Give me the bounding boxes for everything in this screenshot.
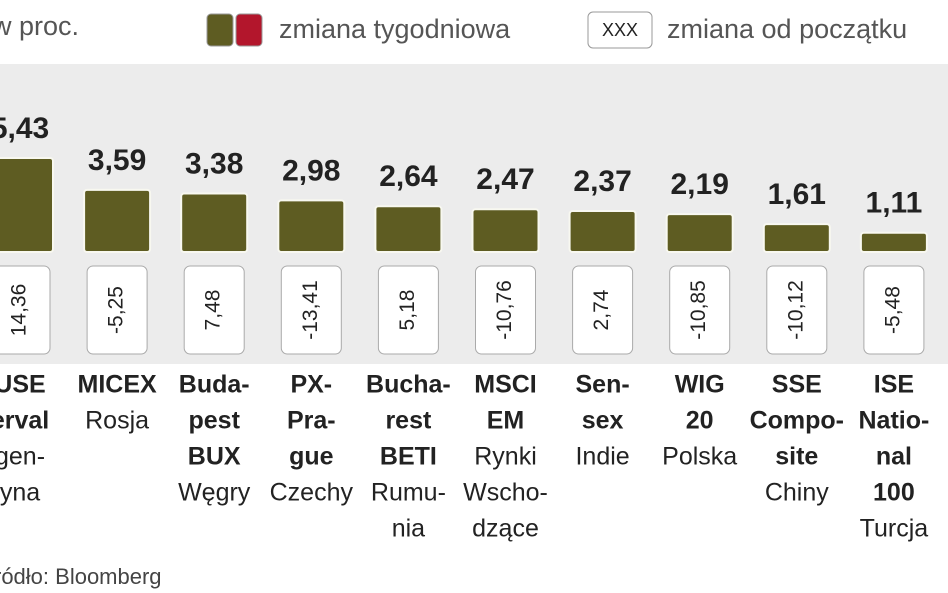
bar: [83, 188, 152, 254]
value-label: 2,19: [671, 168, 729, 201]
category-country: Rumu-: [371, 479, 446, 507]
category-name: Pra-: [287, 407, 336, 435]
ytd-label: 2,74: [590, 289, 613, 330]
category-name: PX-: [290, 371, 332, 399]
bar: [859, 231, 928, 253]
category-country: Rosja: [85, 407, 149, 435]
category-country: nia: [392, 515, 425, 543]
ytd-box: [669, 265, 731, 355]
bar: [0, 157, 54, 253]
category-name: BUX: [188, 443, 241, 471]
bar: [568, 209, 637, 254]
value-label: 3,38: [185, 147, 243, 180]
bar: [277, 199, 346, 253]
category-name: EM: [487, 407, 525, 435]
category-name: site: [775, 443, 818, 471]
category-name: WIG: [675, 371, 725, 399]
category-name: gue: [289, 443, 334, 471]
category-name: Buda-: [179, 371, 250, 399]
ytd-box: [0, 265, 51, 355]
category-country: Indie: [575, 443, 629, 471]
ytd-label: -5,48: [881, 286, 904, 334]
ytd-label: 5,18: [396, 290, 419, 331]
category-name: Natio-: [858, 407, 929, 435]
value-label: 3,59: [88, 144, 146, 177]
category-name: 100: [873, 479, 915, 507]
ytd-box: [86, 265, 148, 355]
category-name: Bucha-: [366, 371, 451, 399]
bar: [471, 208, 540, 254]
category-country: Turcja: [860, 515, 929, 543]
ytd-box: [183, 265, 245, 355]
category-name: MSCI: [474, 371, 537, 399]
category-name: 20: [686, 407, 714, 435]
category-country: Chiny: [765, 479, 829, 507]
category-country: Czechy: [270, 479, 354, 507]
category-country: Węgry: [178, 479, 251, 507]
ytd-label: -13,41: [299, 280, 322, 340]
value-label: 2,98: [282, 154, 340, 187]
category-name: ISE: [874, 371, 914, 399]
ytd-label: -10,12: [784, 280, 807, 340]
ytd-label: -10,85: [687, 280, 710, 340]
value-label: 5,43: [0, 112, 49, 145]
category-name: pest: [188, 407, 240, 435]
category-name: Sen-: [576, 371, 630, 399]
ytd-box: [863, 265, 925, 355]
ytd-box: [280, 265, 342, 355]
bar: [180, 192, 249, 253]
legend-label: zmiana tygodniowa: [279, 14, 511, 44]
value-label: 2,37: [573, 165, 631, 198]
category-country: Rynki: [474, 443, 537, 471]
category-country: yna: [0, 479, 40, 507]
subtitle: w proc.: [0, 11, 79, 41]
value-label: 1,61: [768, 178, 826, 211]
bar: [374, 205, 443, 253]
bar: [762, 223, 831, 253]
ytd-label: 7,48: [202, 290, 225, 331]
source: ródło: Bloomberg: [0, 564, 162, 589]
category-name: nal: [876, 443, 912, 471]
category-name: sex: [582, 407, 624, 435]
category-name: Compo-: [750, 407, 844, 435]
bar: [665, 213, 734, 253]
legend-swatch: [206, 13, 234, 47]
value-label: 1,11: [866, 187, 923, 220]
ytd-box: [475, 265, 536, 355]
ytd-box: [572, 265, 634, 355]
category-name: BETI: [380, 443, 437, 471]
category-country: dzące: [472, 515, 539, 543]
category-country: Polska: [662, 443, 737, 471]
legend-swatch: [235, 13, 263, 47]
category-name: rest: [385, 407, 432, 435]
ytd-label: 14,36: [8, 284, 31, 337]
category-name: erval: [0, 407, 49, 435]
category-country: gen-: [0, 443, 45, 471]
category-name: MICEX: [78, 371, 158, 399]
category-name: USE: [0, 371, 46, 399]
value-label: 2,64: [379, 160, 438, 193]
legend-sample: XXX: [602, 20, 638, 40]
legend-box: [587, 11, 653, 49]
category-name: SSE: [772, 371, 822, 399]
ytd-label: -5,25: [105, 286, 128, 334]
category-country: Wscho-: [463, 479, 548, 507]
ytd-box: [377, 265, 439, 355]
ytd-box: [766, 265, 828, 355]
value-label: 2,47: [476, 163, 534, 196]
ytd-label: -10,76: [493, 280, 516, 340]
legend-label: zmiana od początku: [667, 14, 907, 44]
